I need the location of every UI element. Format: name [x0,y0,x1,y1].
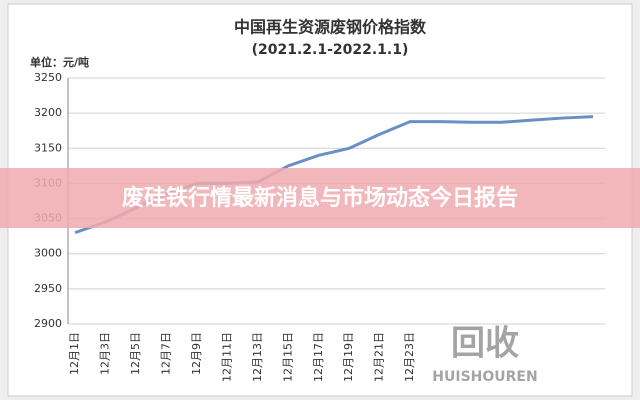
chart-title: 中国再生资源废钢价格指数 [234,18,427,37]
x-tick-label: 12月15日 [281,332,294,382]
watermark-sub: HUISHOUREN [432,369,537,385]
watermark: 回收 [451,324,519,364]
x-tick-label: 12月11日 [220,332,233,382]
y-tick-label: 3250 [34,71,62,84]
x-tick-label: 12月23日 [403,332,416,382]
x-tick-label: 12月9日 [190,332,203,375]
x-tick-label: 12月1日 [68,332,81,375]
banner-text: 废硅铁行情最新消息与市场动态今日报告 [122,185,518,211]
banner [0,168,640,228]
y-tick-label: 3200 [34,106,62,119]
x-tick-label: 12月7日 [159,332,172,375]
y-tick-label: 2950 [34,282,62,295]
x-tick-label: 12月19日 [342,332,355,382]
x-tick-label: 12月17日 [312,332,325,382]
y-tick-label: 2900 [34,317,62,330]
unit-label: 单位：元/吨 [30,55,89,69]
x-tick-label: 12月3日 [98,332,111,375]
x-tick-label: 12月21日 [373,332,386,382]
y-tick-label: 3000 [34,247,62,260]
x-tick-label: 12月5日 [129,332,142,375]
y-tick-label: 3150 [34,141,62,154]
chart-subtitle: (2021.2.1-2022.1.1) [252,42,409,58]
x-tick-label: 12月13日 [251,332,264,382]
